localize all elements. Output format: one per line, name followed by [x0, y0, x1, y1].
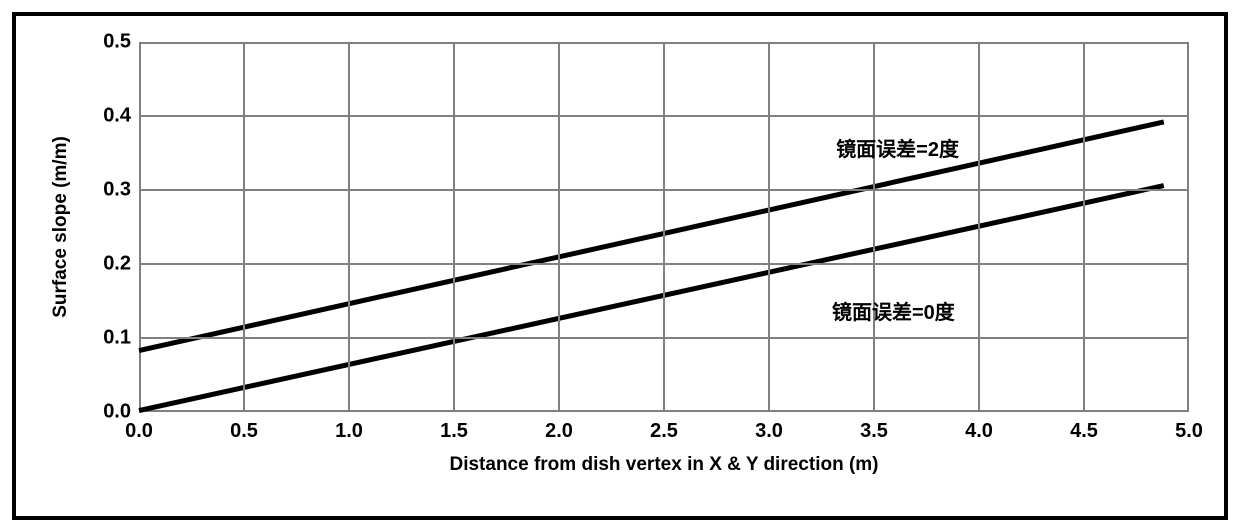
grid-line-vertical: [978, 42, 980, 412]
x-tick-label: 0.5: [230, 420, 258, 443]
y-tick-label: 0.4: [91, 105, 131, 128]
grid-line-vertical: [1083, 42, 1085, 412]
y-tick-label: 0.1: [91, 327, 131, 350]
y-axis-title: Surface slope (m/m): [50, 136, 72, 318]
grid-line-vertical: [558, 42, 560, 412]
chart-container: 0.00.51.01.52.02.53.03.54.04.55.0 0.00.1…: [44, 24, 1204, 514]
x-tick-label: 1.0: [335, 420, 363, 443]
annotation-label: 镜面误差=2度: [836, 133, 959, 162]
grid-line-horizontal: [139, 263, 1189, 265]
grid-line-vertical: [453, 42, 455, 412]
grid-line-horizontal: [139, 189, 1189, 191]
y-tick-label: 0.0: [91, 401, 131, 424]
y-tick-label: 0.5: [91, 31, 131, 54]
x-tick-label: 4.5: [1070, 420, 1098, 443]
series-line-error_2deg: [139, 122, 1164, 351]
x-tick-label: 3.5: [860, 420, 888, 443]
x-tick-label: 4.0: [965, 420, 993, 443]
x-tick-label: 1.5: [440, 420, 468, 443]
grid-line-horizontal: [139, 115, 1189, 117]
y-tick-label: 0.3: [91, 179, 131, 202]
outer-frame: 0.00.51.01.52.02.53.03.54.04.55.0 0.00.1…: [12, 12, 1228, 520]
grid-line-vertical: [663, 42, 665, 412]
x-axis-title: Distance from dish vertex in X & Y direc…: [449, 454, 878, 476]
grid-line-vertical: [768, 42, 770, 412]
x-tick-label: 5.0: [1175, 420, 1203, 443]
grid-line-vertical: [873, 42, 875, 412]
annotation-label: 镜面误差=0度: [832, 296, 955, 325]
x-tick-label: 3.0: [755, 420, 783, 443]
x-tick-label: 2.5: [650, 420, 678, 443]
grid-line-vertical: [348, 42, 350, 412]
x-tick-label: 2.0: [545, 420, 573, 443]
grid-line-horizontal: [139, 337, 1189, 339]
grid-line-vertical: [243, 42, 245, 412]
series-svg: [44, 24, 1199, 422]
y-tick-label: 0.2: [91, 253, 131, 276]
series-line-error_0deg: [139, 186, 1164, 411]
